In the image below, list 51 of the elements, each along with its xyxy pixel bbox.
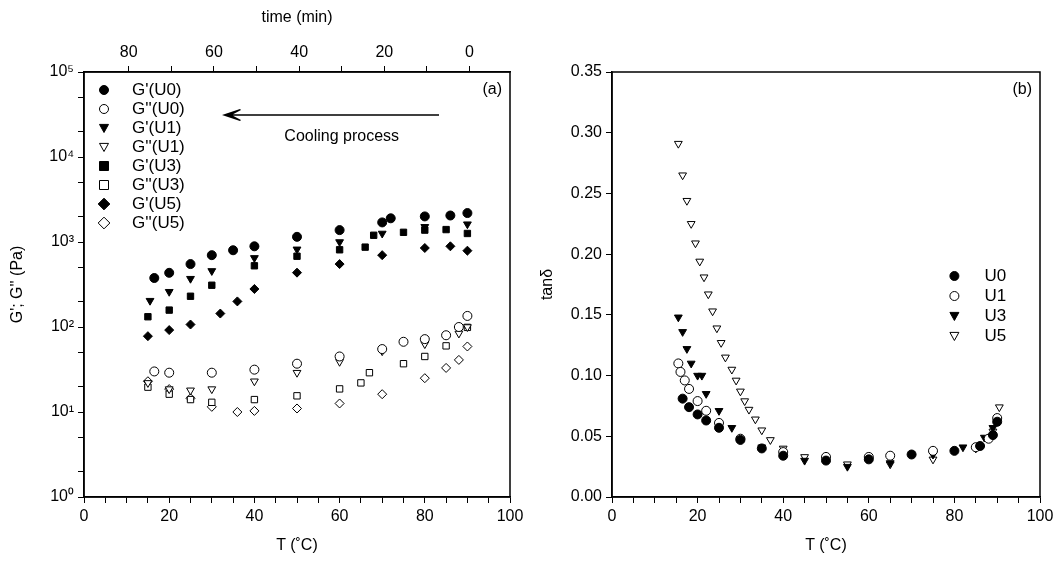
- legend-label: G''(U3): [132, 174, 185, 194]
- y-axis-title: G'; G'' (Pa): [8, 245, 26, 324]
- y-tick-label: 10⁰: [50, 487, 74, 505]
- y-tick-label: 0.35: [570, 62, 603, 80]
- y-axis-title: tanδ: [538, 268, 556, 301]
- x2-axis-title: time (min): [261, 8, 333, 26]
- legend-label: U3: [984, 305, 1007, 325]
- x2-tick-label: 60: [205, 42, 223, 60]
- y-tick-label: 10³: [50, 232, 75, 250]
- legend-label: G''(U0): [132, 98, 185, 118]
- y-tick-label: 10⁴: [49, 147, 75, 165]
- x2-tick-label: 20: [375, 42, 394, 60]
- x2-tick-label: 80: [119, 42, 138, 60]
- legend-label: U0: [984, 265, 1007, 285]
- x-tick-label: 80: [415, 507, 434, 525]
- y-tick-label: 10²: [50, 317, 75, 335]
- x-tick-label: 20: [160, 507, 179, 525]
- legend-label: G'(U0): [132, 79, 182, 99]
- y-tick-label: 10⁵: [49, 62, 74, 80]
- x-tick-label: 0: [607, 507, 617, 525]
- legend-label: G'(U5): [132, 193, 182, 213]
- x-axis-title: T (˚C): [276, 535, 318, 553]
- y-tick-label: 10¹: [50, 402, 74, 420]
- x-tick-label: 0: [79, 507, 89, 525]
- y-tick-label: 0.25: [570, 183, 603, 201]
- legend-label: G''(U1): [132, 136, 185, 156]
- x-tick-label: 80: [945, 507, 964, 525]
- y-tick-label: 0.00: [570, 487, 603, 505]
- x-tick-label: 20: [688, 507, 707, 525]
- legend-label: G'(U1): [132, 117, 182, 137]
- legend-label: U1: [984, 285, 1007, 305]
- x2-tick-label: 0: [465, 42, 475, 60]
- x2-tick-label: 40: [290, 42, 309, 60]
- x-axis-title: T (˚C): [805, 535, 847, 553]
- x-tick-label: 60: [859, 507, 878, 525]
- x-tick-label: 100: [1026, 507, 1054, 525]
- y-tick-label: 0.20: [570, 244, 603, 262]
- y-tick-label: 0.30: [570, 123, 603, 141]
- x-tick-label: 40: [774, 507, 793, 525]
- legend-label: U5: [984, 325, 1007, 345]
- y-tick-label: 0.10: [570, 365, 603, 383]
- annotation: (a): [482, 80, 502, 98]
- annotation: Cooling process: [284, 127, 400, 145]
- x-tick-label: 100: [496, 507, 524, 525]
- x-tick-label: 40: [245, 507, 264, 525]
- y-tick-label: 0.15: [570, 305, 603, 323]
- x-tick-label: 60: [330, 507, 349, 525]
- annotation: (b): [1012, 80, 1032, 98]
- y-tick-label: 0.05: [570, 426, 603, 444]
- legend-label: G'(U3): [132, 155, 182, 175]
- legend-label: G''(U5): [132, 212, 185, 232]
